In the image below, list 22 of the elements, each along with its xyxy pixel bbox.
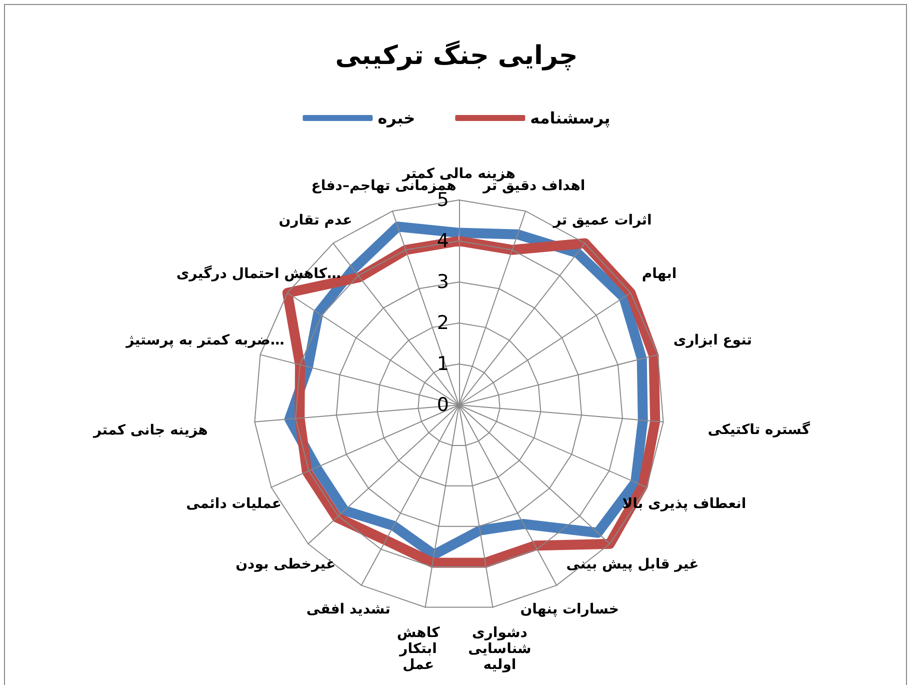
spoke-label: غیرخطی بودن — [236, 556, 336, 573]
spoke-label: هزینه جانی کمتر — [92, 422, 208, 439]
spoke-label: تنوع ابزاری — [673, 332, 752, 349]
legend-label: خبره — [378, 108, 416, 128]
y-tick-label: 2 — [436, 312, 449, 334]
spoke-label: دشواری شناسایی اولیه — [468, 624, 532, 673]
spoke-label: تشدید افقی — [306, 601, 390, 618]
spoke-label: عدم تقارن — [278, 212, 352, 229]
y-tick-label: 0 — [436, 394, 449, 416]
spoke-label: کاهش احتمال درگیری… — [176, 265, 342, 282]
chart-title: چرایی جنگ ترکیبی — [335, 40, 578, 71]
spoke-label: کاهش ابتکار عمل — [396, 624, 441, 673]
spoke-label: اثرات عمیق تر — [552, 212, 652, 229]
spoke-label: گستره تاکتیکی — [708, 420, 811, 438]
legend-label: پرسشنامه — [530, 108, 610, 128]
spoke-label: ضربه کمتر به پرستیژ… — [125, 332, 284, 349]
y-tick-label: 1 — [436, 353, 449, 375]
y-tick-label: 3 — [436, 271, 449, 293]
spoke-label: عملیات دائمی — [186, 496, 282, 512]
spoke-label: خسارات پنهان — [520, 601, 620, 618]
spoke-label: ابهام — [642, 266, 677, 282]
spoke-label: غیر قابل پیش بینی — [566, 556, 699, 573]
